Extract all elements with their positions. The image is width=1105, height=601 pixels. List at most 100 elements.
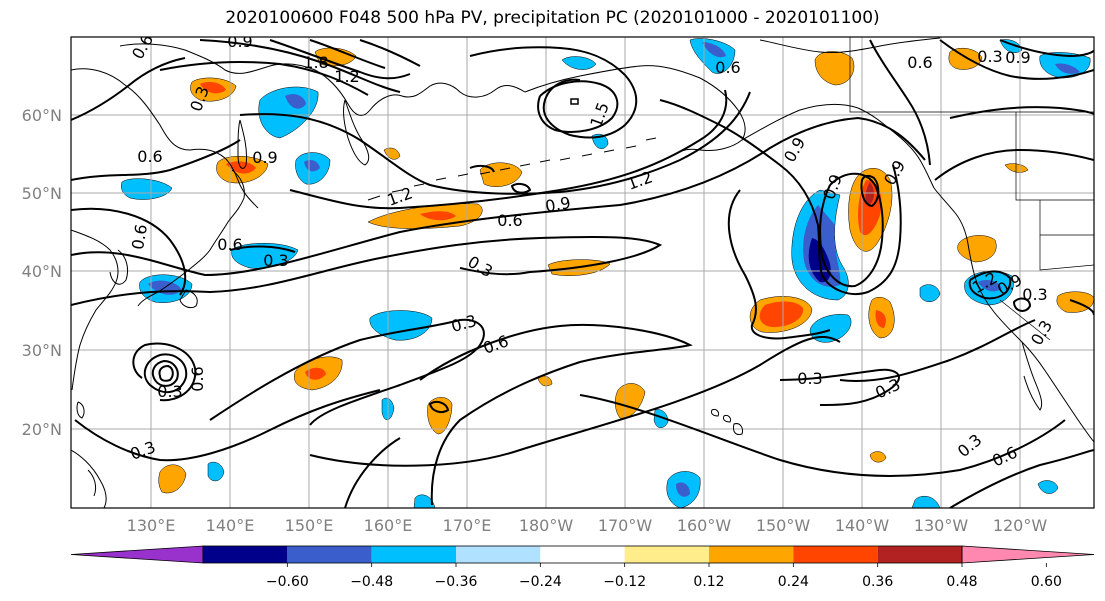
pv-contour — [968, 270, 1012, 300]
pos-anomaly-area — [200, 82, 226, 94]
contour-label: 0.3 — [977, 47, 1002, 66]
lon-label: 170°W — [598, 516, 653, 535]
neg-anomaly-area — [653, 409, 669, 428]
pv-contour — [158, 364, 174, 382]
colorbar-tick-labels: −0.60 −0.48 −0.36 −0.24 −0.12 0.12 0.24 0.36 0.4… — [266, 563, 1062, 590]
colorbar-segment — [793, 546, 878, 563]
coastline — [179, 289, 198, 309]
pos-anomaly-area — [158, 464, 187, 494]
pv-contour — [934, 148, 1094, 181]
coastline — [367, 137, 657, 201]
coastline — [401, 82, 526, 98]
pv-contour — [419, 323, 693, 506]
coastline — [71, 229, 119, 391]
pv-contour — [159, 61, 369, 96]
neg-anomaly-area — [809, 314, 852, 343]
colorbar-segment — [203, 546, 288, 563]
colorbar-segment — [877, 546, 962, 563]
lon-label: 120°W — [993, 516, 1048, 535]
lon-label: 160°W — [677, 516, 732, 535]
pv-contour — [839, 319, 1036, 382]
colorbar-tick-label: −0.36 — [435, 574, 478, 590]
pv-contour — [229, 245, 296, 253]
colorbar-tick-label: 0.36 — [862, 574, 893, 590]
lat-label: 30°N — [22, 341, 62, 360]
pos-anomaly-area — [1004, 163, 1029, 173]
colorbar-tick-label: 0.48 — [946, 574, 977, 590]
pv-contour — [469, 164, 495, 173]
neg-anomaly-area — [702, 42, 726, 58]
coastline — [711, 409, 743, 435]
neg-anomaly-area — [207, 461, 225, 482]
coastline — [71, 68, 259, 209]
lat-label: 20°N — [22, 420, 62, 439]
pv-contour — [860, 174, 880, 208]
neg-anomaly-area — [561, 56, 597, 70]
contour-label: 0.6 — [188, 366, 207, 391]
contour-label: 0.6 — [128, 223, 151, 251]
longitude-labels: 130°E 140°E 150°E 160°E 170°E 180°W 170°W 160°W… — [127, 516, 1048, 535]
pv-contour — [537, 80, 619, 133]
pv-contour — [269, 39, 411, 80]
colorbar-tick-label: −0.60 — [266, 574, 309, 590]
colorbar-segment — [287, 546, 372, 563]
contour-label: 0.9 — [1005, 48, 1030, 67]
lat-label: 40°N — [22, 262, 62, 281]
border — [999, 299, 1051, 341]
contour-label: 0.6 — [217, 235, 242, 254]
pv-contour — [659, 99, 902, 295]
pv-contours — [71, 39, 1094, 508]
pos-anomaly-area — [420, 211, 456, 221]
coastline — [119, 43, 403, 116]
pv-contour — [143, 353, 188, 394]
neg-anomaly-area — [978, 280, 1002, 292]
contour-label: 1.2 — [334, 67, 359, 86]
coastline — [524, 65, 746, 157]
pv-contour — [309, 335, 841, 467]
contour-label: 0.3 — [1022, 285, 1047, 304]
coastline — [741, 103, 935, 189]
pos-anomaly-area — [814, 51, 855, 86]
pos-anomaly-area — [948, 47, 983, 70]
pv-contour — [309, 39, 386, 69]
pv-contour — [71, 207, 187, 296]
colorbar-segment — [709, 546, 794, 563]
neg-anomaly-area — [1037, 480, 1059, 494]
contour-label: 0.6 — [497, 211, 522, 230]
pos-anomaly-area — [875, 310, 886, 328]
border — [1015, 112, 1094, 201]
colorbar-tick-label: 0.12 — [693, 574, 724, 590]
coastline — [237, 119, 247, 169]
lon-label: 180°W — [519, 516, 574, 535]
pv-contour — [779, 368, 900, 406]
pos-anomaly-area — [305, 367, 326, 380]
coastline — [343, 99, 370, 166]
neg-anomaly-area — [1055, 63, 1080, 74]
neg-anomaly-area — [413, 494, 436, 508]
contour-label: 0.9 — [227, 32, 252, 51]
pv-contour — [939, 39, 1094, 80]
coastline — [1021, 341, 1043, 411]
pv-contour — [359, 39, 421, 67]
colorbar — [70, 545, 1095, 564]
pv-contour — [869, 39, 931, 166]
pos-anomaly-area — [759, 301, 804, 328]
contour-label: 0.6 — [137, 147, 162, 166]
colorbar-extend-max — [961, 545, 1095, 564]
colorbar-frame — [202, 545, 963, 564]
pv-contour — [579, 394, 1066, 477]
neg-anomaly-area — [676, 482, 690, 497]
pv-contour — [999, 39, 1094, 58]
contour-label: 0.3 — [157, 382, 182, 401]
colorbar-tick-label: 0.24 — [778, 574, 809, 590]
pv-contour — [132, 342, 197, 402]
neg-anomaly-area — [911, 495, 941, 508]
lon-label: 160°E — [364, 516, 413, 535]
pv-contour — [510, 182, 532, 194]
pos-anomaly-area — [858, 180, 882, 236]
coastline — [933, 187, 1094, 443]
colorbar-segment — [540, 546, 625, 563]
neg-anomaly-area — [121, 178, 173, 200]
pv-contour — [71, 116, 926, 277]
